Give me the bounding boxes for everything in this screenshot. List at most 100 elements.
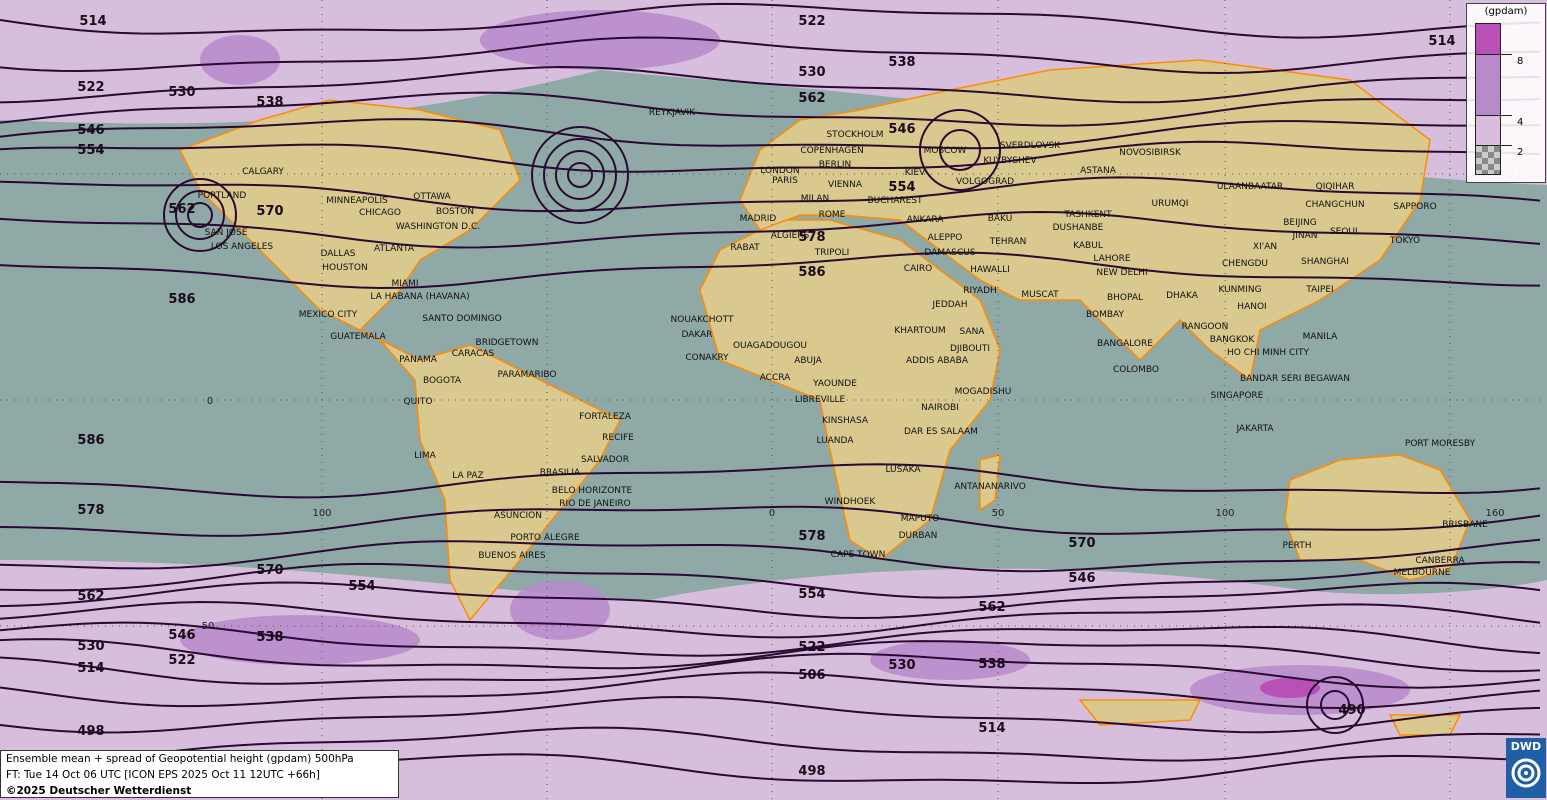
contour-closed [1306, 676, 1364, 734]
contour-line [0, 505, 1541, 537]
city-label: COPENHAGEN [800, 146, 863, 156]
city-label: ABUJA [794, 356, 822, 366]
legend-swatch-checker [1475, 145, 1501, 175]
legend-swatch-mid [1475, 54, 1501, 116]
city-label: WINDHOEK [825, 497, 877, 507]
contour-label: 586 [77, 433, 104, 448]
city-label: BOSTON [436, 207, 474, 217]
city-label: CALGARY [242, 167, 284, 177]
city-label: OUAGADOUGOU [733, 341, 807, 351]
contour-label: 538 [256, 630, 283, 645]
city-label: KUYBYSHEV [983, 156, 1037, 166]
city-label: CANBERRA [1415, 556, 1465, 566]
city-label: ASUNCION [494, 511, 542, 521]
city-label: CARACAS [452, 349, 495, 359]
city-label: NOVOSIBIRSK [1119, 148, 1182, 158]
land-shape [1284, 454, 1471, 581]
contour-label: 562 [978, 600, 1005, 615]
city-label: MUSCAT [1021, 290, 1059, 300]
contour-label: 538 [256, 95, 283, 110]
city-label: MEXICO CITY [299, 310, 358, 320]
city-label: ALEPPO [928, 233, 963, 243]
city-label: BRISBANE [1442, 520, 1488, 530]
city-label: CHENGDU [1222, 259, 1268, 269]
city-label: WASHINGTON D.C. [396, 222, 480, 232]
city-label: VIENNA [828, 180, 863, 190]
city-label: KINSHASA [822, 416, 869, 426]
city-label: DHAKA [1166, 291, 1199, 301]
spread-legend: (gpdam) 8 4 2 [1466, 3, 1546, 183]
city-label: ULAANBAATAR [1217, 182, 1283, 192]
land-shape [1078, 699, 1202, 726]
contour-line [0, 2, 1541, 39]
land-shape [1388, 714, 1462, 736]
legend-swatch-high [1475, 23, 1501, 55]
contour-closed [187, 202, 213, 228]
city-label: DALLAS [320, 249, 355, 259]
legend-tick [1500, 115, 1512, 116]
caption-copyright: ©2025 Deutscher Wetterdienst [6, 785, 192, 797]
city-label: XI'AN [1253, 242, 1277, 252]
city-label: SAPPORO [1393, 202, 1436, 212]
contour-label: 522 [168, 653, 195, 668]
city-label: PORTO ALEGRE [510, 533, 580, 543]
city-label: URUMQI [1152, 199, 1189, 209]
contour-label: 562 [77, 589, 104, 604]
city-label: QUITO [404, 397, 433, 407]
legend-level: 2 [1517, 147, 1524, 158]
city-label: TAIPEI [1305, 285, 1333, 295]
city-label: CONAKRY [685, 353, 729, 363]
contour-line [0, 695, 1541, 734]
city-label: TEHRAN [989, 237, 1027, 247]
city-label: ANTANANARIVO [954, 482, 1026, 492]
city-label: PORT MORESBY [1405, 439, 1476, 449]
city-label: JAKARTA [1235, 424, 1274, 434]
city-label: RANGOON [1182, 322, 1229, 332]
city-label: KIEV [905, 168, 926, 178]
contour-label: 554 [77, 143, 104, 158]
contour-line [0, 560, 1541, 599]
contour-line [0, 91, 1541, 127]
contour-closed [163, 178, 237, 252]
contour-label: 530 [77, 639, 104, 654]
land-shape [739, 59, 1431, 382]
city-label: NOUAKCHOTT [671, 315, 734, 325]
city-label: LA HABANA (HAVANA) [370, 292, 469, 302]
contour-label: 498 [77, 724, 104, 739]
city-label: DAR ES SALAAM [904, 427, 978, 437]
city-label: BRASILIA [540, 468, 581, 478]
contour-closed [555, 150, 605, 200]
city-label: RABAT [730, 243, 760, 253]
city-label: LIBREVILLE [795, 395, 846, 405]
spread-patch [510, 580, 610, 640]
contour-label: 570 [1068, 536, 1095, 551]
city-label: SALVADOR [581, 455, 629, 465]
city-label: BERLIN [819, 160, 852, 170]
city-label: PANAMA [399, 355, 438, 365]
city-label: VOLGOGRAD [956, 177, 1014, 187]
city-label: BEIJING [1283, 218, 1317, 228]
city-label: MELBOURNE [1394, 568, 1451, 578]
map-caption: Ensemble mean + spread of Geopotential h… [0, 750, 399, 798]
contour-line [0, 671, 1541, 710]
city-label: DUSHANBE [1053, 223, 1104, 233]
land-masses [178, 59, 1471, 736]
city-label: BUENOS AIRES [478, 551, 546, 561]
city-label: RIO DE JANEIRO [559, 499, 630, 509]
city-label: ROME [819, 210, 846, 220]
contour-label: 554 [348, 579, 375, 594]
grid-tick-labels: 0 100 0 50 100 160 50 [202, 396, 1505, 632]
city-label: FORTALEZA [579, 412, 632, 422]
city-label: TASHKENT [1063, 210, 1112, 220]
grid-tick-label: 0 [207, 396, 213, 407]
legend-level: 8 [1517, 56, 1524, 67]
contour-label: 538 [888, 55, 915, 70]
city-label: RECIFE [602, 433, 634, 443]
city-label: DAMASCUS [924, 248, 975, 258]
legend-tick [1500, 54, 1512, 55]
contour-label: 546 [168, 628, 195, 643]
city-label: JINAN [1292, 231, 1318, 241]
city-label: MANILA [1303, 332, 1339, 342]
city-label: BANGALORE [1097, 339, 1153, 349]
